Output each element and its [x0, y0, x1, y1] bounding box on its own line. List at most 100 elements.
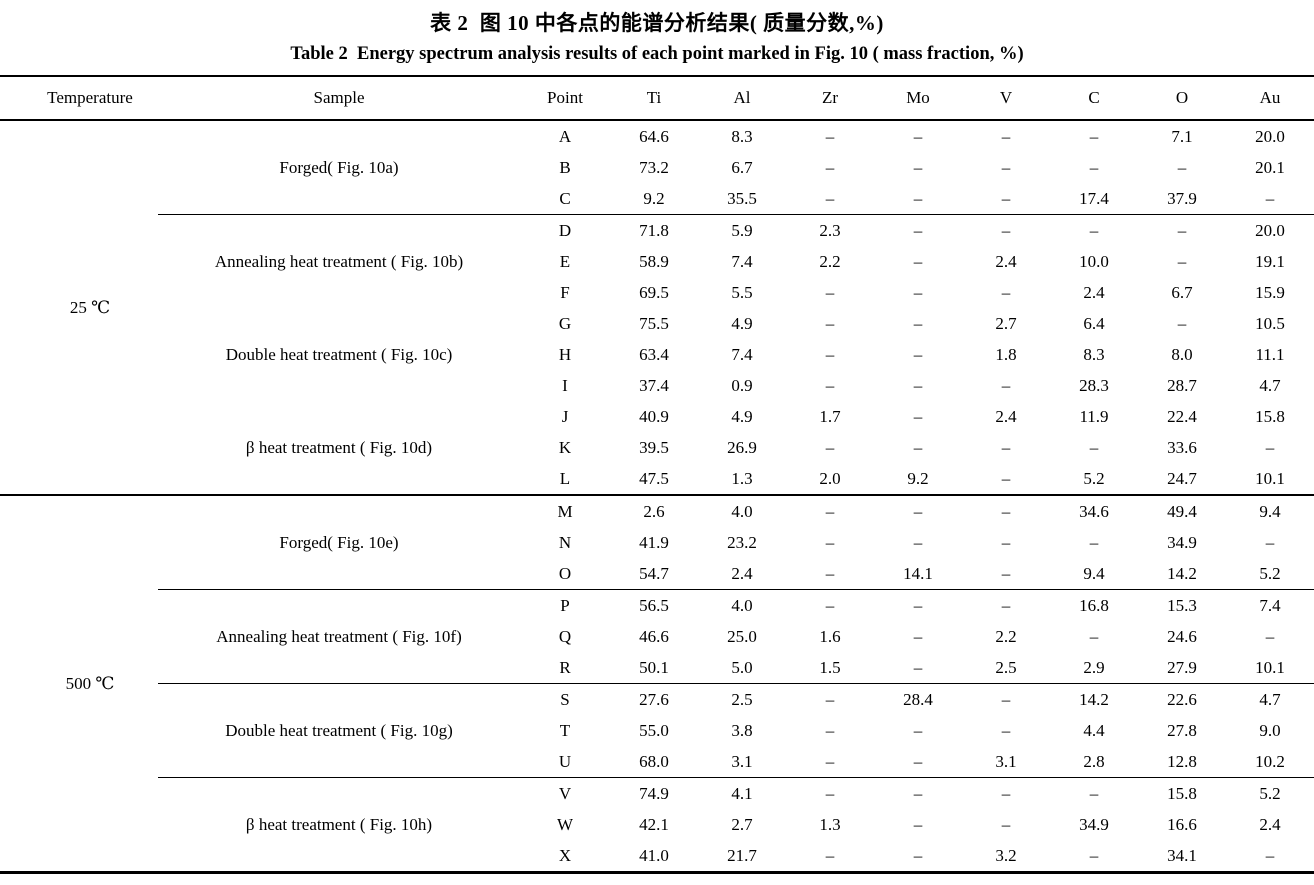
- value-cell: 49.4: [1138, 494, 1226, 527]
- table-row: F 69.5 5.5 – – – 2.4 6.7 15.9: [0, 277, 1314, 308]
- value-cell: 9.2: [907, 468, 929, 488]
- value-cell: 3.1: [731, 751, 753, 771]
- value-cell: 17.4: [1079, 188, 1109, 208]
- table-row: O 54.7 2.4 – 14.1 – 9.4 14.2 5.2: [0, 558, 1314, 590]
- value-cell: 15.9: [1255, 282, 1285, 302]
- value-cell: –: [874, 589, 962, 621]
- value-cell: 5.2: [1083, 468, 1105, 488]
- value-cell: 73.2: [639, 157, 669, 177]
- value-cell: 37.9: [1167, 188, 1197, 208]
- column-header-al: Al: [698, 76, 786, 121]
- point-cell: U: [558, 751, 572, 771]
- table-row: N 41.9 23.2 – – – – 34.9 –: [0, 527, 1314, 558]
- sample-cell: Forged( Fig. 10e): [158, 494, 520, 590]
- value-cell: 28.7: [1167, 375, 1197, 395]
- value-cell: 58.9: [639, 251, 669, 271]
- value-cell: –: [1050, 214, 1138, 246]
- value-cell: 19.1: [1255, 251, 1285, 271]
- sample-cell: Double heat treatment ( Fig. 10c): [225, 344, 453, 364]
- sample-cell: β heat treatment ( Fig. 10d): [245, 437, 433, 457]
- table-row: E 58.9 7.4 2.2 – 2.4 10.0 – 19.1: [0, 246, 1314, 277]
- value-cell: 3.2: [995, 845, 1017, 865]
- column-header-zr: Zr: [786, 76, 874, 121]
- value-cell: 75.5: [639, 313, 669, 333]
- value-cell: 6.7: [1171, 282, 1193, 302]
- value-cell: –: [825, 313, 835, 333]
- value-cell: 0.9: [731, 375, 753, 395]
- table-row: β heat treatment ( Fig. 10d) J 40.9 4.9 1.7 –…: [0, 401, 1314, 457]
- value-cell: 4.7: [1259, 375, 1281, 395]
- table-row: X 41.0 21.7 – – 3.2 – 34.1 –: [0, 840, 1314, 873]
- value-cell: –: [1265, 845, 1275, 865]
- value-cell: 2.7: [731, 814, 753, 834]
- value-cell: –: [962, 494, 1050, 527]
- value-cell: 24.7: [1167, 468, 1197, 488]
- value-cell: 27.6: [610, 683, 698, 715]
- value-cell: –: [913, 406, 923, 426]
- value-cell: –: [786, 589, 874, 621]
- value-cell: 2.5: [698, 683, 786, 715]
- point-cell: G: [558, 313, 572, 333]
- table-row: W 42.1 2.7 1.3 – – 34.9 16.6 2.4: [0, 809, 1314, 840]
- value-cell: 64.6: [639, 126, 669, 146]
- sample-cell: Annealing heat treatment ( Fig. 10b): [158, 214, 520, 308]
- value-cell: 37.4: [639, 375, 669, 395]
- value-cell: –: [1177, 313, 1187, 333]
- table-row: Annealing heat treatment ( Fig. 10b) D 71.…: [0, 214, 1314, 308]
- value-cell: 27.9: [1167, 657, 1197, 677]
- value-cell: 50.1: [639, 657, 669, 677]
- value-cell: 8.3: [1083, 344, 1105, 364]
- value-cell: 63.4: [639, 344, 669, 364]
- value-cell: 23.2: [727, 532, 757, 552]
- sample-cell: Forged( Fig. 10a): [279, 157, 399, 177]
- value-cell: –: [825, 720, 835, 740]
- value-cell: 20.0: [1255, 126, 1285, 146]
- value-cell: 10.2: [1255, 751, 1285, 771]
- value-cell: –: [1001, 437, 1011, 457]
- value-cell: 25.0: [727, 626, 757, 646]
- value-cell: 55.0: [639, 720, 669, 740]
- value-cell: –: [786, 683, 874, 715]
- value-cell: 7.4: [731, 344, 753, 364]
- point-cell: L: [559, 468, 571, 488]
- value-cell: 10.1: [1255, 468, 1285, 488]
- value-cell: 20.1: [1255, 157, 1285, 177]
- value-cell: –: [913, 313, 923, 333]
- value-cell: 2.4: [995, 406, 1017, 426]
- point-cell: M: [520, 494, 610, 527]
- column-header-o: O: [1138, 76, 1226, 121]
- value-cell: 34.6: [1050, 494, 1138, 527]
- value-cell: –: [913, 657, 923, 677]
- point-cell: H: [558, 344, 572, 364]
- value-cell: 2.4: [1083, 282, 1105, 302]
- value-cell: 3.1: [995, 751, 1017, 771]
- column-header-point: Point: [520, 76, 610, 121]
- value-cell: 21.7: [727, 845, 757, 865]
- value-cell: 34.1: [1167, 845, 1197, 865]
- value-cell: –: [825, 437, 835, 457]
- value-cell: 41.0: [639, 845, 669, 865]
- value-cell: 47.5: [639, 468, 669, 488]
- value-cell: –: [874, 214, 962, 246]
- point-cell: O: [558, 563, 572, 583]
- value-cell: –: [825, 188, 835, 208]
- value-cell: –: [1089, 437, 1099, 457]
- table-row: Double heat treatment ( Fig. 10g) S 27.6 2.…: [0, 683, 1314, 778]
- value-cell: –: [1089, 845, 1099, 865]
- value-cell: 71.8: [610, 214, 698, 246]
- temperature-cell: 500 ℃: [0, 494, 158, 873]
- point-cell: A: [558, 126, 572, 146]
- energy-spectrum-table: Temperature Sample Point Ti Al Zr Mo V C…: [0, 75, 1314, 874]
- sample-cell: Double heat treatment ( Fig. 10g): [158, 683, 520, 778]
- sample-cell: β heat treatment ( Fig. 10h): [158, 777, 520, 873]
- value-cell: –: [1265, 437, 1275, 457]
- value-cell: 1.5: [819, 657, 841, 677]
- value-cell: 27.8: [1167, 720, 1197, 740]
- table-row: R 50.1 5.0 1.5 – 2.5 2.9 27.9 10.1: [0, 652, 1314, 684]
- value-cell: 2.8: [1083, 751, 1105, 771]
- value-cell: 4.4: [1083, 720, 1105, 740]
- value-cell: 1.8: [995, 344, 1017, 364]
- value-cell: 4.9: [731, 406, 753, 426]
- value-cell: –: [913, 126, 923, 146]
- table-row: Double heat treatment ( Fig. 10c) G 75.5 4.…: [0, 308, 1314, 364]
